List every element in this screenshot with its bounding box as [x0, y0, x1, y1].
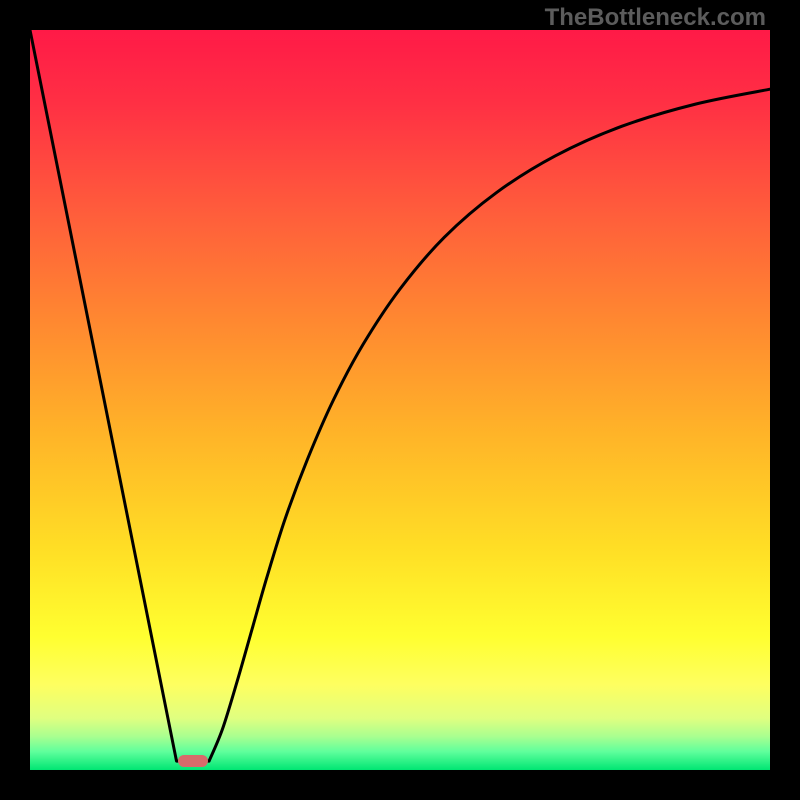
- curve-layer: [30, 30, 770, 770]
- minimum-marker: [178, 755, 208, 767]
- watermark-text: TheBottleneck.com: [545, 4, 766, 32]
- plot-area: [30, 30, 770, 770]
- chart-frame: TheBottleneck.com: [0, 0, 800, 800]
- bottleneck-curve: [30, 30, 770, 761]
